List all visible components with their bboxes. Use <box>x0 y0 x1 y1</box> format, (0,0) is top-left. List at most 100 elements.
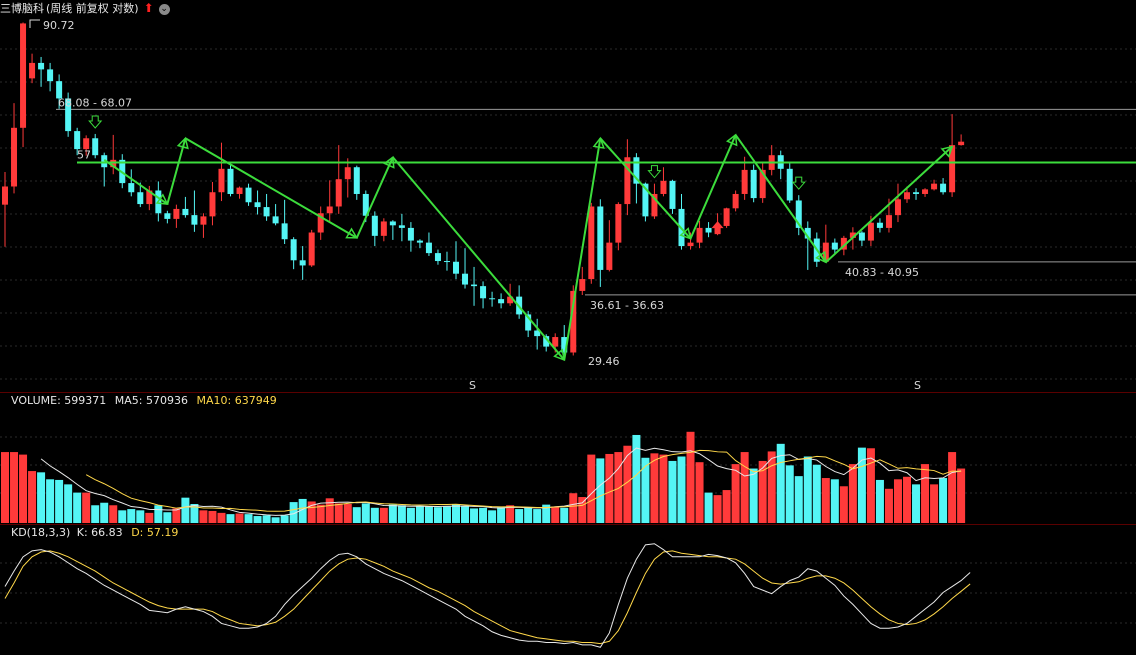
candle-body <box>164 213 171 219</box>
volume-bar <box>334 503 343 523</box>
volume-bar <box>659 454 668 523</box>
candle-body <box>507 296 514 304</box>
down-arrow-icon <box>88 115 103 129</box>
signal-s-marker-left: S <box>469 379 476 392</box>
volume-bar <box>668 460 677 523</box>
candle-body <box>263 207 270 217</box>
kd-indicator-panel[interactable]: KD(18,3,3) K: 66.83 D: 57.19 <box>0 525 1136 655</box>
candle-body <box>913 192 920 194</box>
volume-bar <box>587 454 596 523</box>
volume-chart-panel[interactable]: VOLUME: 599371 MA5: 570936 MA10: 637949 <box>0 393 1136 524</box>
candle-body <box>281 223 288 240</box>
trend-arrowhead <box>176 136 189 150</box>
candle-body <box>480 286 487 299</box>
volume-bar <box>948 452 957 523</box>
candle-body <box>940 183 947 193</box>
level-36-label: 36.61 - 36.63 <box>590 299 664 312</box>
candle-body <box>11 127 18 187</box>
volume-bar <box>46 479 55 523</box>
volume-bar <box>596 458 605 523</box>
candle-body <box>254 202 261 208</box>
chevron-down-circle-icon[interactable]: ⌄ <box>158 3 170 15</box>
high-price-label: 90.72 <box>43 19 75 32</box>
kd-d-line <box>4 550 971 645</box>
volume-bar <box>73 492 82 523</box>
candle-body <box>750 169 757 199</box>
candle-body <box>380 221 387 236</box>
volume-bar <box>749 468 758 523</box>
volume-bar <box>722 490 731 523</box>
price-chart-panel[interactable]: 三博脑科 (周线 前复权 对数) ⬆ ⌄ 90.72 68.08 - 68.07 57 36… <box>0 0 1136 392</box>
candle-body <box>416 240 423 243</box>
volume-bar <box>957 468 966 523</box>
volume-bar <box>803 456 812 523</box>
volume-bar <box>397 505 406 523</box>
candle-body <box>425 242 432 254</box>
candle-body <box>840 237 847 250</box>
candle-body <box>858 232 865 241</box>
candle-body <box>786 168 793 201</box>
candle-body <box>958 141 965 146</box>
candle-body <box>741 169 748 194</box>
trend-line-segment <box>825 145 953 264</box>
candle-body <box>344 167 351 180</box>
panel-divider <box>0 392 1136 393</box>
candle-body <box>308 232 315 266</box>
volume-bar <box>262 515 271 523</box>
volume-bar <box>37 472 46 523</box>
candle-body <box>2 186 8 205</box>
volume-bar <box>415 505 424 523</box>
level-68-label: 68.08 - 68.07 <box>58 96 132 109</box>
candle-body <box>931 183 938 190</box>
candle-body <box>299 260 306 266</box>
kd-k-line <box>4 543 971 648</box>
candle-body <box>20 23 27 128</box>
candle-body <box>561 337 568 353</box>
candle-body <box>407 227 414 241</box>
candle-body <box>101 155 108 168</box>
candle-body <box>642 183 649 217</box>
volume-bar <box>785 465 794 523</box>
candle-body <box>92 138 99 156</box>
volume-bar <box>163 512 172 523</box>
volume-bar <box>10 452 19 523</box>
volume-bar <box>921 464 930 523</box>
candle-body <box>804 227 811 239</box>
volume-bar <box>848 464 857 523</box>
volume-bar <box>352 507 361 523</box>
candle-body <box>525 314 532 331</box>
candle-body <box>290 239 297 261</box>
volume-bar <box>307 501 316 523</box>
trend-arrowhead <box>725 133 738 147</box>
volume-bar <box>280 515 289 523</box>
trend-arrowhead <box>155 193 169 205</box>
volume-bar <box>298 498 307 523</box>
volume-bar <box>361 503 370 523</box>
kd-title: KD(18,3,3) <box>11 526 71 539</box>
candle-body <box>389 221 396 226</box>
candle-body <box>669 180 676 209</box>
kd-header: KD(18,3,3) K: 66.83 D: 57.19 <box>0 525 183 541</box>
candle-body <box>272 216 279 224</box>
volume-bar <box>271 517 280 523</box>
price-chart-header: 三博脑科 (周线 前复权 对数) ⬆ ⌄ <box>0 0 175 16</box>
candle-body <box>579 279 586 291</box>
volume-bar <box>506 505 515 523</box>
candle-body <box>876 222 883 228</box>
volume-bar <box>641 457 650 523</box>
volume-bar <box>758 460 767 523</box>
red-up-arrow-icon[interactable]: ⬆ <box>143 1 154 15</box>
candle-body <box>182 208 189 216</box>
volume-bar <box>812 464 821 523</box>
volume-bar <box>127 509 136 523</box>
volume-bar <box>614 452 623 523</box>
volume-bar <box>695 462 704 523</box>
red-up-arrow-icon <box>711 221 724 235</box>
volume-bar <box>226 514 235 523</box>
candle-body <box>236 187 243 194</box>
volume-ma10-line <box>85 449 962 512</box>
volume-bar <box>118 510 127 523</box>
trend-line-segment <box>563 138 602 361</box>
volume-bar <box>632 434 641 523</box>
volume-bar <box>884 488 893 523</box>
